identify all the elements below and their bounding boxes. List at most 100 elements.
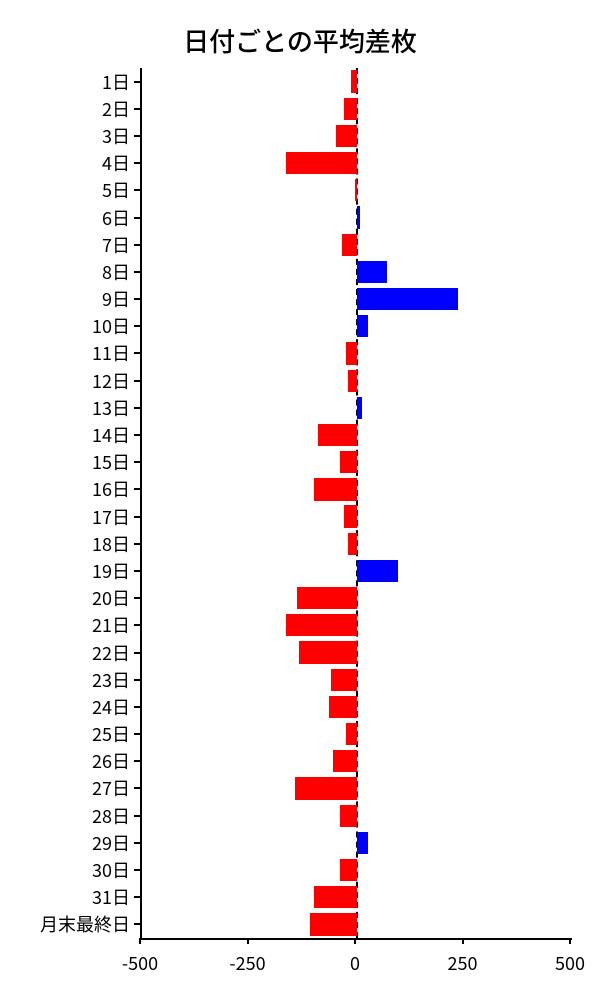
y-axis-label: 22日 xyxy=(92,640,130,666)
y-axis-label: 5日 xyxy=(102,177,130,203)
y-axis-label: 11日 xyxy=(92,340,130,366)
bar xyxy=(331,669,357,691)
bar xyxy=(346,723,357,745)
y-tick xyxy=(134,624,140,626)
y-tick xyxy=(134,679,140,681)
y-tick xyxy=(134,733,140,735)
y-axis-label: 17日 xyxy=(92,504,130,530)
bar xyxy=(346,342,357,364)
y-tick xyxy=(134,461,140,463)
y-axis-label: 27日 xyxy=(92,775,130,801)
y-axis-label: 25日 xyxy=(92,721,130,747)
y-axis-label: 4日 xyxy=(102,150,130,176)
bar xyxy=(333,750,357,772)
y-tick xyxy=(134,516,140,518)
y-tick xyxy=(134,352,140,354)
y-axis-label: 16日 xyxy=(92,476,130,502)
bar xyxy=(357,206,360,228)
y-tick xyxy=(134,706,140,708)
y-tick xyxy=(134,869,140,871)
y-axis-label: 9日 xyxy=(102,286,130,312)
y-axis-label: 28日 xyxy=(92,803,130,829)
y-tick xyxy=(134,842,140,844)
x-axis-label: -500 xyxy=(122,950,158,976)
x-axis-label: 500 xyxy=(555,950,585,976)
x-tick xyxy=(247,938,249,944)
y-axis-label: 24日 xyxy=(92,694,130,720)
bar xyxy=(286,614,357,636)
y-tick xyxy=(134,244,140,246)
bar xyxy=(336,125,358,147)
y-axis-label: 13日 xyxy=(92,395,130,421)
y-axis-label: 26日 xyxy=(92,748,130,774)
bar xyxy=(340,451,357,473)
x-tick xyxy=(139,938,141,944)
y-tick xyxy=(134,488,140,490)
bar xyxy=(357,832,368,854)
bar xyxy=(344,98,357,120)
y-tick xyxy=(134,325,140,327)
x-axis-label: 250 xyxy=(448,950,478,976)
bar xyxy=(357,397,362,419)
y-axis-label: 20日 xyxy=(92,585,130,611)
bar xyxy=(342,234,357,256)
y-axis-label: 21日 xyxy=(92,612,130,638)
x-axis-label: 0 xyxy=(350,950,360,976)
y-axis-label: 23日 xyxy=(92,667,130,693)
y-tick xyxy=(134,271,140,273)
bar xyxy=(314,886,357,908)
bar xyxy=(355,179,357,201)
y-tick xyxy=(134,597,140,599)
y-axis-label: 12日 xyxy=(92,368,130,394)
y-tick xyxy=(134,298,140,300)
y-tick xyxy=(134,760,140,762)
y-tick xyxy=(134,81,140,83)
bar xyxy=(357,288,458,310)
y-tick xyxy=(134,162,140,164)
y-axis-label: 2日 xyxy=(102,96,130,122)
bar xyxy=(329,696,357,718)
bar xyxy=(314,478,357,500)
y-tick xyxy=(134,434,140,436)
y-axis-label: 14日 xyxy=(92,422,130,448)
y-axis-label: 10日 xyxy=(92,313,130,339)
bar xyxy=(348,370,357,392)
y-axis-label: 1日 xyxy=(102,69,130,95)
y-tick xyxy=(134,217,140,219)
y-axis-label: 8日 xyxy=(102,259,130,285)
bar xyxy=(344,505,357,527)
x-tick xyxy=(354,938,356,944)
y-tick xyxy=(134,543,140,545)
y-axis-label: 29日 xyxy=(92,830,130,856)
chart-container: 日付ごとの平均差枚 1日2日3日4日5日6日7日8日9日10日11日12日13日… xyxy=(0,0,600,1000)
bar xyxy=(340,859,357,881)
y-axis-label: 30日 xyxy=(92,857,130,883)
y-tick xyxy=(134,407,140,409)
y-tick xyxy=(134,923,140,925)
y-tick xyxy=(134,787,140,789)
bar xyxy=(297,587,357,609)
y-axis-label: 7日 xyxy=(102,232,130,258)
y-tick xyxy=(134,189,140,191)
y-tick xyxy=(134,108,140,110)
bar xyxy=(348,533,357,555)
y-tick xyxy=(134,815,140,817)
bar xyxy=(295,777,357,799)
x-tick xyxy=(462,938,464,944)
bar xyxy=(318,424,357,446)
bar xyxy=(299,641,357,663)
plot-area xyxy=(140,68,572,940)
x-axis-label: -250 xyxy=(229,950,265,976)
x-tick xyxy=(569,938,571,944)
y-tick xyxy=(134,896,140,898)
bar xyxy=(310,913,357,935)
y-axis-label: 月末最終日 xyxy=(40,911,130,937)
y-axis-label: 6日 xyxy=(102,205,130,231)
y-tick xyxy=(134,570,140,572)
bar xyxy=(351,70,357,92)
y-axis-label: 3日 xyxy=(102,123,130,149)
chart-title: 日付ごとの平均差枚 xyxy=(0,22,600,59)
bar xyxy=(357,261,387,283)
y-tick xyxy=(134,380,140,382)
bar xyxy=(357,315,368,337)
